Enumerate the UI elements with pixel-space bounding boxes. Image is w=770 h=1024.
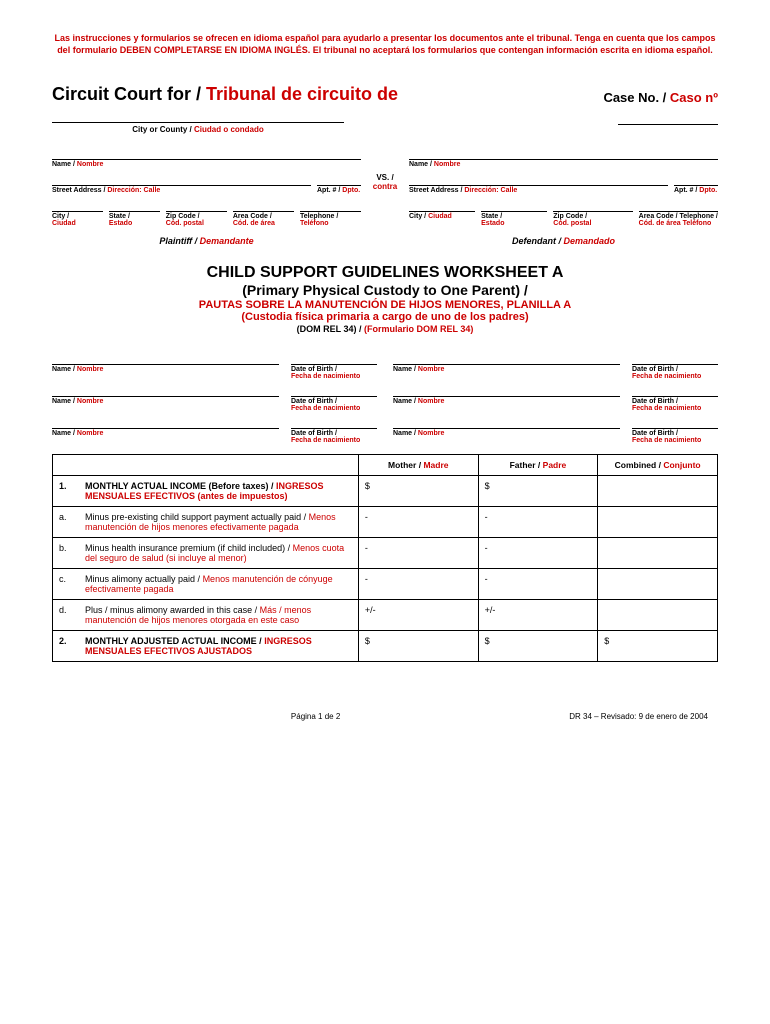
table-row: 1.MONTHLY ACTUAL INCOME (Before taxes) /… xyxy=(53,476,718,507)
defendant-name-line[interactable] xyxy=(409,148,718,160)
col-father: Father / Padre xyxy=(478,455,598,476)
page-footer: Página 1 de 2 DR 34 – Revisado: 9 de ene… xyxy=(52,712,718,721)
plaintiff-block: Name / Nombre Street Address / Dirección… xyxy=(52,148,361,246)
plaintiff-street-line[interactable] xyxy=(52,174,311,186)
header-row: Circuit Court for / Tribunal de circuito… xyxy=(52,84,718,105)
plaintiff-name-line[interactable] xyxy=(52,148,361,160)
mother-cell[interactable]: - xyxy=(358,569,478,600)
table-row: b.Minus health insurance premium (if chi… xyxy=(53,538,718,569)
father-cell[interactable]: $ xyxy=(478,631,598,662)
main-subtitle-es: (Custodia física primaria a cargo de uno… xyxy=(52,311,718,323)
defendant-role: Defendant / Demandado xyxy=(409,236,718,246)
combined-cell[interactable] xyxy=(598,538,718,569)
parties-row: Name / Nombre Street Address / Dirección… xyxy=(52,148,718,246)
plaintiff-city-line[interactable] xyxy=(52,200,103,212)
table-header-row: Mother / Madre Father / Padre Combined /… xyxy=(53,455,718,476)
col-mother: Mother / Madre xyxy=(358,455,478,476)
father-cell[interactable]: $ xyxy=(478,476,598,507)
main-title-es: PAUTAS SOBRE LA MANUTENCIÓN DE HIJOS MEN… xyxy=(52,299,718,311)
plaintiff-apt-line[interactable] xyxy=(317,174,361,186)
defendant-block: Name / Nombre Street Address / Dirección… xyxy=(409,148,718,246)
combined-cell[interactable]: $ xyxy=(598,631,718,662)
father-cell[interactable]: +/- xyxy=(478,600,598,631)
mother-cell[interactable]: - xyxy=(358,507,478,538)
language-notice: Las instrucciones y formularios se ofrec… xyxy=(52,32,718,56)
combined-cell[interactable] xyxy=(598,600,718,631)
plaintiff-role: Plaintiff / Demandante xyxy=(52,236,361,246)
worksheet-table: Mother / Madre Father / Padre Combined /… xyxy=(52,454,718,662)
mother-cell[interactable]: +/- xyxy=(358,600,478,631)
combined-cell[interactable] xyxy=(598,569,718,600)
children-section: Name / NombreDate of Birth /Fecha de nac… xyxy=(52,354,718,444)
table-row: a.Minus pre-existing child support payme… xyxy=(53,507,718,538)
form-page: Las instrucciones y formularios se ofrec… xyxy=(0,0,770,741)
revision-info: DR 34 – Revisado: 9 de enero de 2004 xyxy=(569,712,708,721)
table-row: c.Minus alimony actually paid / Menos ma… xyxy=(53,569,718,600)
father-cell[interactable]: - xyxy=(478,507,598,538)
mother-cell[interactable]: $ xyxy=(358,631,478,662)
col-combined: Combined / Conjunto xyxy=(598,455,718,476)
vs-label: VS. /contra xyxy=(371,173,399,191)
city-county-label: City or County / Ciudad o condado xyxy=(52,125,344,134)
caseno-input-line[interactable] xyxy=(618,111,718,125)
main-subtitle: (Primary Physical Custody to One Parent)… xyxy=(52,282,718,298)
court-title: Circuit Court for / Tribunal de circuito… xyxy=(52,84,398,104)
table-row: d.Plus / minus alimony awarded in this c… xyxy=(53,600,718,631)
form-number: (DOM REL 34) / (Formulario DOM REL 34) xyxy=(52,324,718,334)
table-row: 2.MONTHLY ADJUSTED ACTUAL INCOME / INGRE… xyxy=(53,631,718,662)
caseno-label: Case No. / Caso nº xyxy=(603,90,718,105)
combined-cell[interactable] xyxy=(598,507,718,538)
page-number: Página 1 de 2 xyxy=(291,712,340,721)
court-input-line[interactable] xyxy=(52,109,344,123)
mother-cell[interactable]: $ xyxy=(358,476,478,507)
mother-cell[interactable]: - xyxy=(358,538,478,569)
main-title: CHILD SUPPORT GUIDELINES WORKSHEET A xyxy=(52,264,718,282)
father-cell[interactable]: - xyxy=(478,569,598,600)
combined-cell[interactable] xyxy=(598,476,718,507)
father-cell[interactable]: - xyxy=(478,538,598,569)
